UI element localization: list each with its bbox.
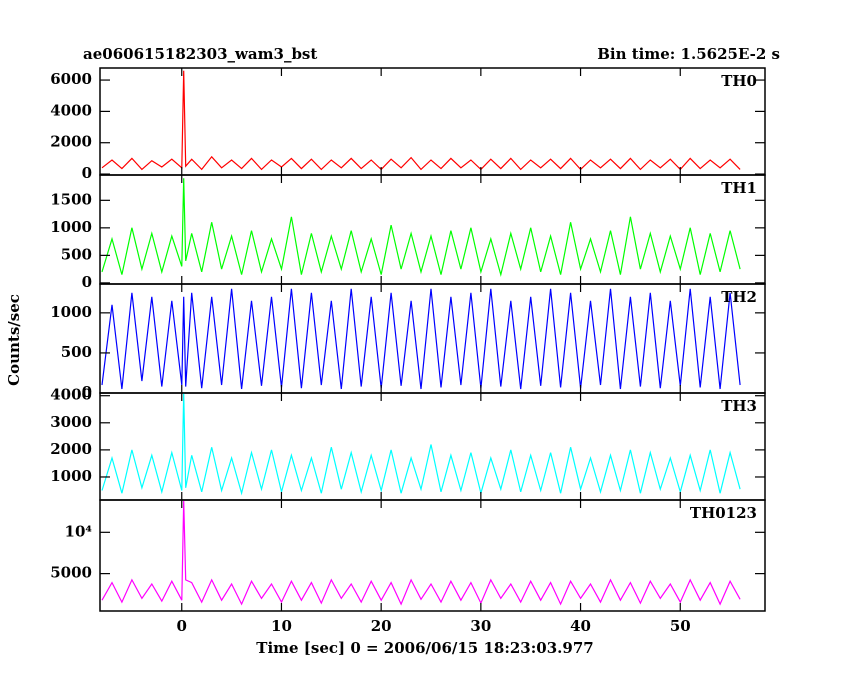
panel-label: TH0123	[690, 504, 757, 522]
y-tick-label: 1000	[50, 467, 92, 485]
chart-title: ae060615182303_wam3_bst	[83, 45, 317, 63]
panel-label: TH0	[721, 72, 757, 90]
y-tick-label: 2000	[50, 133, 92, 151]
panel-label: TH2	[721, 288, 757, 306]
y-tick-label: 0	[82, 383, 92, 401]
x-tick-label: 50	[670, 617, 691, 635]
y-tick-label: 1000	[50, 218, 92, 236]
y-tick-label: 0	[82, 164, 92, 182]
y-tick-label: 2000	[50, 440, 92, 458]
series-line	[101, 178, 741, 277]
y-tick-label: 6000	[50, 70, 92, 88]
panel-label: TH1	[721, 179, 757, 197]
x-tick-label: 40	[570, 617, 591, 635]
x-tick-label: 10	[271, 617, 292, 635]
panel-frame	[99, 174, 766, 285]
panel-label: TH3	[721, 397, 757, 415]
x-axis-label: Time [sec] 0 = 2006/06/15 18:23:03.977	[256, 639, 593, 657]
y-axis-label: Counts/sec	[5, 294, 23, 386]
series-line	[101, 288, 741, 390]
panel-frame	[99, 499, 766, 612]
x-tick-label: 0	[177, 617, 187, 635]
y-tick-label: 4000	[50, 101, 92, 119]
series-line	[101, 500, 741, 606]
y-tick-label: 4000	[50, 386, 92, 404]
chart-subtitle: Bin time: 1.5625E-2 s	[597, 45, 780, 63]
x-tick-label: 20	[371, 617, 392, 635]
y-tick-label: 500	[61, 343, 92, 361]
y-tick-label: 1000	[50, 303, 92, 321]
y-tick-label: 1500	[50, 190, 92, 208]
y-tick-label: 500	[61, 245, 92, 263]
series-line	[101, 392, 741, 496]
y-tick-label: 10⁴	[65, 522, 93, 540]
panel-frame	[99, 67, 766, 176]
x-tick-label: 30	[470, 617, 491, 635]
y-tick-label: 3000	[50, 413, 92, 431]
y-tick-label: 5000	[50, 564, 92, 582]
series-line	[101, 70, 741, 171]
y-tick-label: 0	[82, 273, 92, 291]
